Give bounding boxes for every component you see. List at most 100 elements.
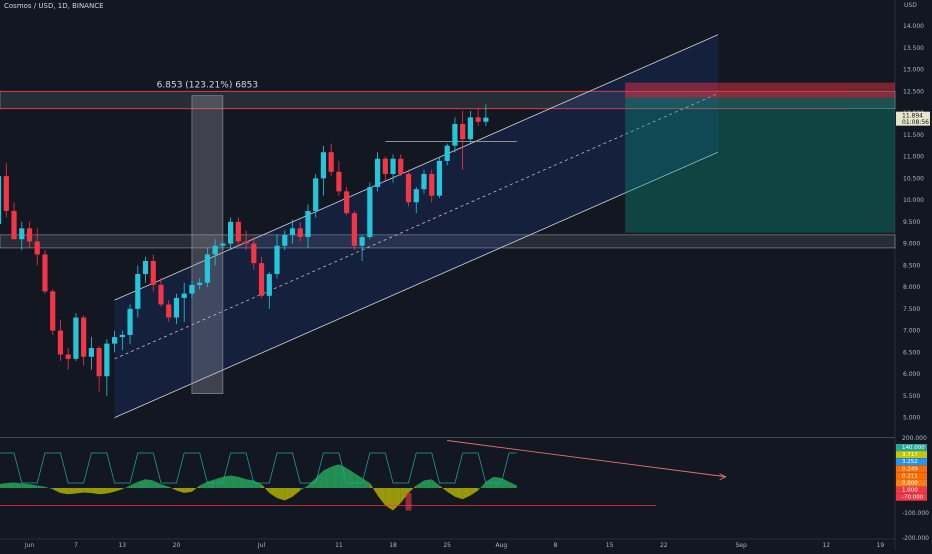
candle-up bbox=[483, 117, 489, 122]
candle-down bbox=[26, 228, 33, 242]
candle-up bbox=[467, 117, 473, 140]
candle-up bbox=[73, 317, 79, 359]
candle-down bbox=[405, 173, 412, 203]
oscillator-area-segment bbox=[439, 485, 448, 492]
candle-up bbox=[421, 173, 427, 190]
oscillator-area-segment bbox=[509, 481, 517, 488]
candle-down bbox=[251, 243, 257, 264]
candle-down bbox=[166, 304, 172, 318]
price-tick-label: 6.500 bbox=[903, 349, 920, 356]
indicator-value-box bbox=[896, 472, 927, 480]
oscillator-area-segment bbox=[277, 488, 285, 501]
price-tick-label: 11.500 bbox=[903, 132, 924, 139]
price-tick-label: 10.000 bbox=[903, 197, 924, 204]
candle-down bbox=[11, 210, 17, 240]
candle-down bbox=[297, 228, 303, 238]
oscillator-area-segment bbox=[423, 479, 432, 488]
oscillator-area-segment bbox=[454, 488, 463, 500]
time-tick-label: Jul bbox=[257, 542, 266, 549]
currency-label: USD bbox=[904, 2, 917, 9]
candle-up bbox=[189, 284, 195, 294]
candle-up bbox=[374, 158, 381, 188]
oscillator-area-segment bbox=[470, 488, 479, 496]
oscillator-area-segment bbox=[400, 488, 409, 503]
indicator-value-label: 3.717 bbox=[902, 452, 918, 458]
candle-down bbox=[65, 354, 71, 359]
candle-down bbox=[34, 241, 40, 255]
oscillator-area-segment bbox=[52, 488, 61, 493]
oscillator-area-segment bbox=[300, 485, 308, 491]
oscillator-area-segment bbox=[114, 488, 123, 492]
oscillator-area-segment bbox=[0, 483, 7, 488]
candle-down bbox=[235, 221, 241, 242]
candle-down bbox=[328, 152, 334, 172]
symbol-title[interactable]: Cosmos / USD, 1D, BINANCE bbox=[4, 2, 104, 10]
indicator-value-box bbox=[896, 451, 927, 459]
candle-down bbox=[398, 158, 404, 174]
time-tick-label: 11 bbox=[335, 542, 343, 549]
price-tick-label: 13.000 bbox=[903, 67, 924, 74]
bar-countdown-label: 01:08:56 bbox=[902, 119, 929, 126]
candle-up bbox=[436, 160, 443, 196]
oscillator-area-segment bbox=[478, 481, 486, 491]
oscillator-area-segment bbox=[99, 488, 107, 495]
channel-lower-line bbox=[114, 151, 719, 418]
oscillator-area-segment bbox=[284, 488, 293, 501]
oscillator-area-segment bbox=[160, 484, 169, 488]
oscillator-area-segment bbox=[14, 482, 22, 488]
time-tick-label: 22 bbox=[660, 542, 668, 549]
price-tick-label: 13.500 bbox=[903, 45, 924, 52]
price-tick-label: 14.000 bbox=[903, 23, 924, 30]
time-tick-label: 19 bbox=[877, 542, 885, 549]
indicator-tick-label: -200.000 bbox=[902, 535, 929, 542]
oscillator-area-segment bbox=[37, 485, 45, 488]
candle-up bbox=[88, 347, 94, 357]
oscillator-area-segment bbox=[238, 476, 247, 488]
oscillator-area-segment bbox=[199, 481, 208, 488]
candle-down bbox=[3, 176, 9, 211]
candle-down bbox=[158, 284, 164, 305]
price-tick-label: 8.000 bbox=[903, 284, 920, 291]
indicator-value-label: 1.000 bbox=[902, 488, 918, 494]
oscillator-area-segment bbox=[222, 475, 231, 488]
price-tick-label: 6.000 bbox=[903, 371, 920, 378]
last-price-box bbox=[896, 111, 930, 126]
oscillator-area-segment bbox=[246, 479, 254, 488]
oscillator-area-segment bbox=[106, 488, 115, 494]
candle-down bbox=[81, 317, 87, 357]
indicator-tick-label: -100.000 bbox=[902, 510, 929, 517]
price-tick-label: 10.500 bbox=[903, 175, 924, 182]
oscillator-area-segment bbox=[21, 483, 30, 488]
candle-up bbox=[204, 254, 211, 283]
oscillator-signal-line bbox=[0, 452, 517, 484]
oscillator-area-segment bbox=[68, 488, 76, 495]
oscillator-area-segment bbox=[29, 484, 38, 488]
indicator-value-label: 3.252 bbox=[902, 459, 918, 465]
price-tick-label: 11.000 bbox=[903, 154, 924, 161]
oscillator-area-segment bbox=[292, 488, 301, 497]
oscillator-area-segment bbox=[83, 488, 92, 493]
position-target-zone bbox=[625, 97, 895, 233]
candle-up bbox=[119, 334, 125, 338]
candle-up bbox=[228, 221, 234, 244]
candle-up bbox=[111, 337, 118, 344]
candle-up bbox=[390, 158, 396, 174]
oscillator-area-segment bbox=[416, 480, 424, 488]
oscillator-area-segment bbox=[130, 481, 138, 488]
channel-fill bbox=[114, 34, 718, 418]
price-tick-label: 5.000 bbox=[903, 415, 920, 422]
time-tick-label: Jun bbox=[24, 542, 35, 549]
candle-up bbox=[282, 234, 288, 246]
oscillator-area-segment bbox=[230, 475, 239, 488]
position-stop-zone bbox=[625, 82, 895, 98]
oscillator-extreme-bar bbox=[405, 493, 412, 511]
oscillator-area-segment bbox=[176, 488, 185, 493]
oscillator-area-segment bbox=[191, 485, 200, 492]
oscillator-area-segment bbox=[338, 464, 347, 488]
oscillator-area-segment bbox=[493, 476, 502, 488]
candle-down bbox=[243, 241, 249, 244]
indicator-value-label: -70.000 bbox=[902, 495, 924, 501]
oscillator-area-segment bbox=[462, 488, 471, 500]
time-tick-label: Sep bbox=[735, 542, 747, 549]
